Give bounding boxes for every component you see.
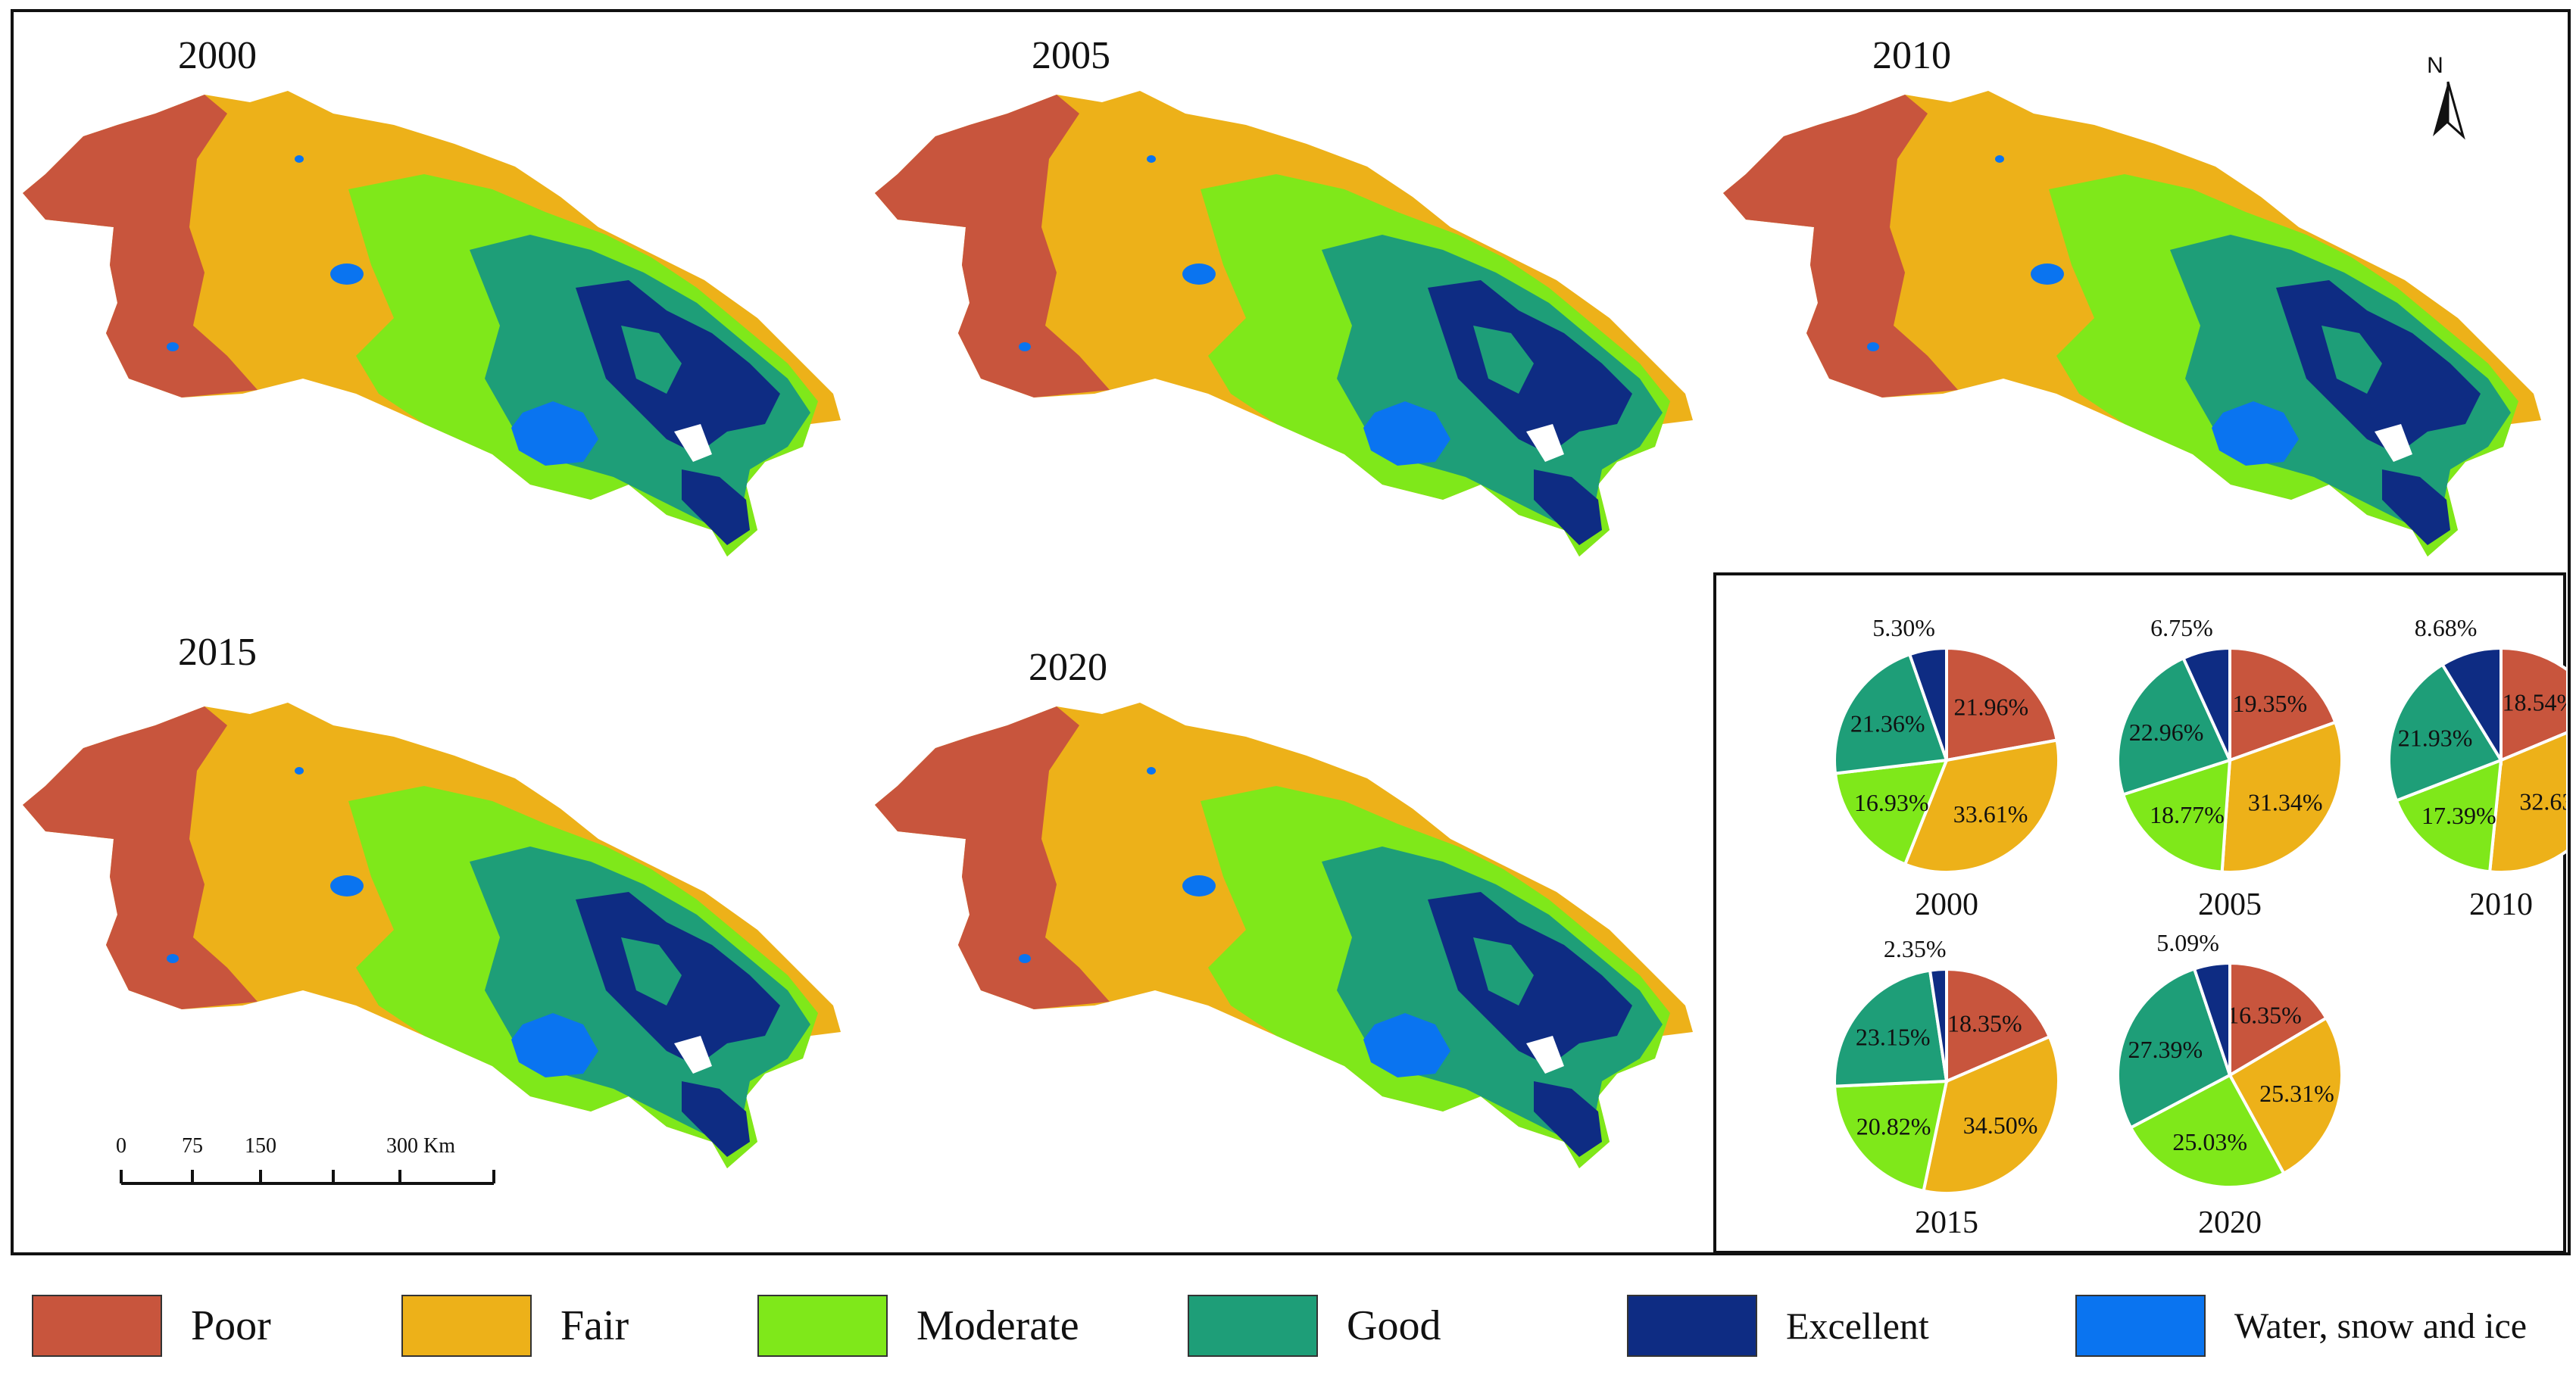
pie-data-label: 21.96% — [1953, 694, 2028, 721]
legend-label: Moderate — [916, 1302, 1079, 1349]
legend-label: Poor — [191, 1302, 271, 1349]
pie-slice-excellent — [2192, 961, 2231, 1076]
pie-slice-moderate — [2394, 757, 2503, 874]
pie-slice-fair — [2220, 720, 2343, 874]
maps-panel — [11, 9, 2571, 1255]
pie-data-label: 5.30% — [1872, 614, 1935, 641]
pie-slice-poor — [1945, 646, 2059, 762]
map-year-label: 2000 — [178, 34, 257, 77]
maps-canvas: N 0 75 150 300 Km — [23, 53, 2541, 1185]
pie-data-label: 2.35% — [1884, 935, 1947, 962]
pie-data-label: 23.15% — [1856, 1024, 1931, 1051]
map-2005 — [875, 91, 1693, 557]
scale-tick-label: 150 — [245, 1134, 276, 1158]
pie-data-label: 25.31% — [2259, 1080, 2334, 1107]
pie-year-label: 2010 — [2469, 887, 2533, 922]
pie-data-label: 8.68% — [2415, 614, 2478, 641]
map-2015 — [23, 703, 841, 1168]
pie-data-label: 25.03% — [2172, 1128, 2247, 1155]
pie-data-label: 18.54% — [2503, 689, 2566, 716]
north-arrow: N — [2427, 53, 2465, 140]
legend-item-moderate: Moderate — [757, 1293, 1079, 1358]
legend-item-water-snow-ice: Water, snow and ice — [2075, 1293, 2527, 1358]
pie-data-label: 18.77% — [2150, 801, 2225, 828]
legend-label: Good — [1347, 1302, 1441, 1349]
pie-slice-moderate — [1833, 1079, 1949, 1193]
legend-item-excellent: Excellent — [1627, 1293, 1929, 1358]
pie-data-label: 5.09% — [2156, 929, 2219, 956]
pie-data-label: 17.39% — [2421, 802, 2496, 829]
pie-data-label: 33.61% — [1953, 800, 2028, 828]
svg-text:N: N — [2427, 53, 2443, 78]
pie-year-label: 2005 — [2198, 887, 2262, 922]
legend-item-fair: Fair — [401, 1293, 629, 1358]
pie-data-label: 20.82% — [1856, 1112, 1931, 1140]
pie-slice-fair — [1922, 1034, 2060, 1195]
legend-swatch — [32, 1295, 162, 1357]
pie-data-label: 19.35% — [2232, 690, 2307, 717]
legend-swatch — [401, 1295, 532, 1357]
pie-data-label: 27.39% — [2128, 1036, 2203, 1063]
map-2020 — [875, 703, 1693, 1168]
pie-slice-excellent — [2181, 646, 2231, 761]
scale-tick-label: 0 — [116, 1134, 126, 1158]
pie-slice-moderate — [1833, 758, 1950, 867]
pie-data-label: 6.75% — [2150, 614, 2213, 641]
pie-slice-poor — [2500, 646, 2566, 763]
pie-2005: 19.35% 31.34% 18.77% 22.96% 6.75% — [2116, 614, 2343, 874]
pie-slice-poor — [1945, 967, 2052, 1084]
pie-data-label: 18.35% — [1947, 1009, 2022, 1037]
pie-data-label: 34.50% — [1963, 1112, 2038, 1139]
pie-slice-good — [2387, 663, 2503, 803]
pie-slice-good — [1833, 968, 1949, 1088]
scale-tick-label: 300 Km — [386, 1134, 455, 1158]
pie-data-label: 21.36% — [1850, 709, 1925, 737]
pie-slice-fair — [2228, 1015, 2343, 1176]
map-year-label: 2020 — [1029, 646, 1107, 689]
pie-data-label: 21.93% — [2398, 725, 2473, 752]
map-year-label: 2005 — [1032, 34, 1110, 77]
pie-slice-good — [2116, 967, 2232, 1130]
pie-year-label: 2015 — [1915, 1205, 1978, 1240]
pie-2000: 21.96% 33.61% 16.93% 21.36% 5.30% — [1833, 614, 2060, 874]
legend-swatch — [757, 1295, 888, 1357]
map-year-label: 2010 — [1872, 34, 1951, 77]
legend-swatch — [2075, 1295, 2206, 1357]
pie-data-label: 32.63% — [2519, 788, 2566, 815]
scale-tick-label: 75 — [182, 1134, 203, 1158]
pie-2020: 16.35% 25.31% 25.03% 27.39% 5.09% — [2116, 929, 2343, 1189]
pie-slice-excellent — [1907, 646, 1948, 761]
pie-data-label: 31.34% — [2248, 788, 2323, 815]
pie-slice-poor — [2228, 961, 2329, 1078]
scale-bar: 0 75 150 300 Km — [116, 1134, 495, 1185]
legend-label: Fair — [560, 1302, 629, 1349]
pie-2015: 18.35% 34.50% 20.82% 23.15% 2.35% — [1833, 935, 2060, 1195]
pie-slice-excellent — [1928, 967, 1948, 1082]
map-year-label: 2015 — [178, 631, 257, 674]
pie-slice-fair — [1903, 738, 2060, 874]
pie-data-label: 16.93% — [1854, 789, 1929, 816]
pie-slice-poor — [2228, 646, 2337, 762]
pie-year-label: 2000 — [1915, 887, 1978, 922]
legend-swatch — [1627, 1295, 1757, 1357]
pie-2010: 18.54% 32.63% 17.39% 21.93% 8.68% — [2387, 614, 2566, 874]
map-2000 — [23, 91, 841, 557]
pie-year-label: 2020 — [2198, 1205, 2262, 1240]
pie-data-label: 16.35% — [2227, 1001, 2302, 1028]
pie-slice-moderate — [2128, 1073, 2286, 1189]
north-arrow-icon — [2433, 82, 2448, 136]
map-2010 — [1723, 91, 2541, 557]
legend-label: Excellent — [1786, 1305, 1929, 1347]
pie-slice-excellent — [2440, 646, 2503, 766]
pie-charts: 21.96% 33.61% 16.93% 21.36% 5.30% 2000 19.35% 3… — [1833, 614, 2566, 1240]
legend-item-poor: Poor — [32, 1293, 271, 1358]
pie-slice-moderate — [2121, 758, 2232, 874]
legend-swatch — [1188, 1295, 1318, 1357]
pie-slice-fair — [2487, 731, 2566, 874]
pie-slice-good — [2116, 656, 2232, 797]
legend-label: Water, snow and ice — [2234, 1305, 2528, 1346]
pie-data-label: 22.96% — [2129, 719, 2204, 746]
legend: Poor Fair Moderate Good Excellent Water,… — [0, 1278, 2576, 1361]
legend-item-good: Good — [1188, 1293, 1441, 1358]
